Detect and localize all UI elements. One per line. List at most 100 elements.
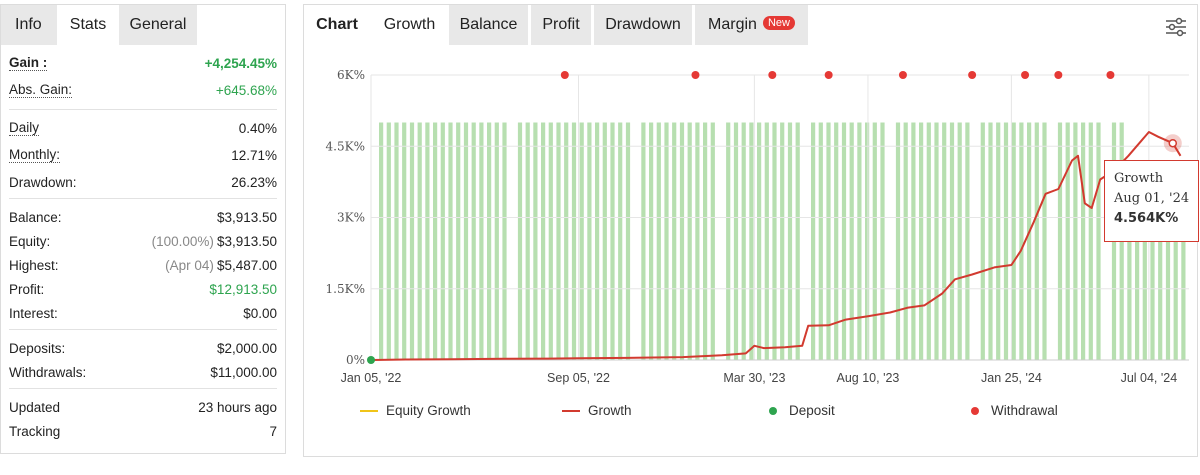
- chart-bar: [1158, 241, 1163, 361]
- y-tick-label: 3K%: [337, 211, 365, 225]
- legend-growth[interactable]: Growth: [562, 403, 632, 418]
- legend-withdrawal[interactable]: Withdrawal: [971, 403, 1058, 418]
- tab-growth[interactable]: Growth: [373, 5, 446, 45]
- sliders-icon[interactable]: [1165, 17, 1187, 37]
- chart-bar: [564, 122, 569, 360]
- chart-bar: [710, 122, 715, 360]
- abs-gain-row: Abs. Gain: +645.68%: [9, 75, 277, 105]
- chart-bar: [1057, 122, 1063, 360]
- chart-bar: [649, 122, 654, 360]
- drawdown-value: 26.23%: [231, 174, 277, 190]
- chart-bar: [980, 122, 985, 360]
- highest-value: $5,487.00: [216, 257, 277, 273]
- withdrawals-row: Withdrawals: $11,000.00: [9, 360, 277, 384]
- rates-group: Daily 0.40% Monthly: 12.71% Drawdown: 26…: [9, 110, 277, 199]
- chart-bar: [1034, 122, 1039, 360]
- chart-bar: [1042, 122, 1047, 360]
- chart-bar: [463, 122, 469, 360]
- withdrawal-point: [824, 71, 833, 79]
- chart-bar: [841, 122, 847, 360]
- stats-body: Gain : +4,254.45% Abs. Gain: +645.68% Da…: [1, 45, 285, 447]
- chart-bar: [780, 122, 785, 360]
- tab-balance[interactable]: Balance: [449, 5, 528, 45]
- withdrawal-point: [691, 71, 700, 79]
- balance-value: $3,913.50: [216, 209, 277, 225]
- chart-bar: [703, 122, 708, 360]
- chart-bar: [787, 122, 793, 360]
- interest-row: Interest: $0.00: [9, 301, 277, 325]
- tooltip-series: Growth: [1114, 171, 1164, 186]
- cashflow-group: Deposits: $2,000.00 Withdrawals: $11,000…: [9, 330, 277, 389]
- tab-drawdown[interactable]: Drawdown: [594, 5, 692, 45]
- withdrawals-value: $11,000.00: [210, 364, 277, 380]
- legend-deposit-label: Deposit: [789, 403, 835, 418]
- chart-bar: [1081, 122, 1086, 360]
- withdrawal-point: [1054, 71, 1063, 79]
- chart-bar: [849, 122, 854, 360]
- legend-equity-growth[interactable]: Equity Growth: [360, 403, 471, 418]
- chart-bar: [687, 122, 692, 360]
- account-group: Balance: $3,913.50 Equity: (100.00%) $3,9…: [9, 199, 277, 330]
- tab-profit[interactable]: Profit: [531, 5, 591, 45]
- new-badge: New: [762, 15, 795, 30]
- tab-stats[interactable]: Stats: [57, 5, 119, 45]
- withdrawal-point: [768, 71, 777, 79]
- interest-value: $0.00: [243, 305, 277, 321]
- gain-label[interactable]: Gain :: [9, 55, 48, 71]
- chart-bar: [448, 122, 453, 360]
- chart-bar: [965, 122, 970, 360]
- chart-bar: [757, 122, 762, 360]
- daily-row: Daily 0.40%: [9, 116, 277, 140]
- chart-bar: [394, 122, 399, 360]
- chart-bar: [433, 122, 438, 360]
- x-tick-label: Aug 10, '23: [837, 371, 900, 385]
- chart-bar: [548, 122, 553, 360]
- tab-chart[interactable]: Chart: [304, 5, 370, 45]
- chart-bar: [679, 122, 685, 360]
- x-tick-label: Mar 30, '23: [723, 371, 785, 385]
- chart-bar: [494, 122, 499, 360]
- chart-bar: [409, 122, 415, 360]
- chart-bar: [533, 122, 538, 360]
- daily-label[interactable]: Daily: [9, 120, 40, 136]
- chart-bar: [1096, 122, 1101, 360]
- balance-label: Balance:: [9, 209, 62, 225]
- tooltip-date: Aug 01, '24: [1114, 191, 1190, 206]
- highest-label: Highest:: [9, 257, 59, 273]
- stats-panel: Info Stats General Gain : +4,254.45% Abs…: [0, 4, 286, 454]
- tracking-row: Tracking 7: [9, 419, 277, 443]
- chart-bar: [895, 122, 901, 360]
- tab-margin-label: Margin: [708, 16, 757, 33]
- chart-bar: [726, 122, 731, 360]
- chart-bar: [926, 122, 931, 360]
- highest-date: (Apr 04): [165, 257, 214, 273]
- gain-row: Gain : +4,254.45%: [9, 51, 277, 75]
- profit-value: $12,913.50: [209, 281, 277, 297]
- growth-line: [370, 131, 1182, 361]
- legend-deposit[interactable]: Deposit: [769, 403, 835, 418]
- balance-row: Balance: $3,913.50: [9, 205, 277, 229]
- abs-gain-label[interactable]: Abs. Gain:: [9, 82, 73, 98]
- tab-general[interactable]: General: [119, 5, 197, 45]
- chart-bar: [402, 122, 407, 360]
- growth-chart[interactable]: 0% 1.5K% 3K% 4.5K% 6K% Jan 05, '22 Sep 05, '22…: [304, 5, 1199, 405]
- deposits-value: $2,000.00: [216, 340, 277, 356]
- equity-label: Equity:: [9, 233, 51, 249]
- equity-row: Equity: (100.00%) $3,913.50: [9, 229, 277, 253]
- equity-growth-swatch: [360, 409, 378, 412]
- interest-label: Interest:: [9, 305, 58, 321]
- chart-bar: [1142, 241, 1147, 361]
- chart-bar: [672, 122, 677, 360]
- x-tick-label: Jan 05, '22: [341, 371, 402, 385]
- withdrawal-point: [1021, 71, 1030, 79]
- withdrawals-label: Withdrawals:: [9, 364, 87, 380]
- tracking-label: Tracking: [9, 423, 61, 439]
- tab-info[interactable]: Info: [1, 5, 57, 45]
- chart-bar: [1003, 122, 1009, 360]
- chart-bar: [749, 122, 754, 360]
- tab-margin[interactable]: Margin New: [695, 5, 808, 45]
- chart-bar: [664, 122, 669, 360]
- monthly-label[interactable]: Monthly:: [9, 147, 61, 163]
- chart-bar: [386, 122, 391, 360]
- chart-bar: [517, 122, 523, 360]
